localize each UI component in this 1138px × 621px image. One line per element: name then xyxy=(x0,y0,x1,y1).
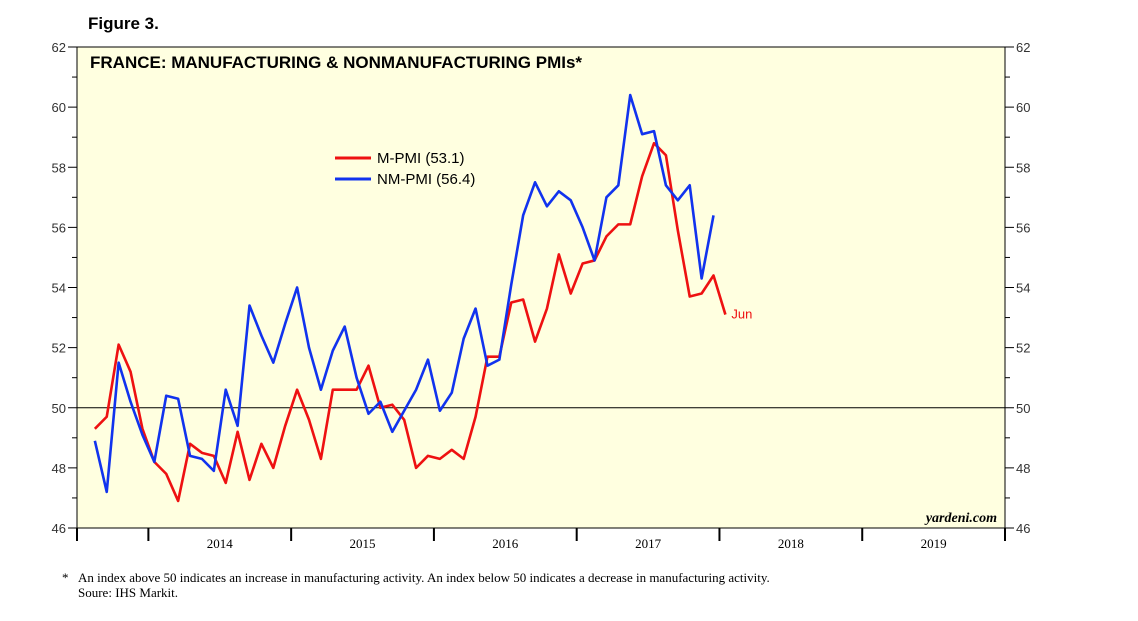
figure-label: Figure 3. xyxy=(88,14,159,33)
y-tick-label-left: 48 xyxy=(52,461,66,476)
legend: M-PMI (53.1) NM-PMI (56.4) xyxy=(335,150,475,188)
y-tick-label-right: 58 xyxy=(1016,160,1030,175)
y-tick-label-right: 52 xyxy=(1016,341,1030,356)
footnote-text: An index above 50 indicates an increase … xyxy=(78,570,770,585)
legend-label-nm-pmi: NM-PMI (56.4) xyxy=(377,171,475,188)
x-tick-label-2014: 2014 xyxy=(207,536,234,551)
y-tick-label-right: 46 xyxy=(1016,521,1030,536)
y-tick-label-right: 56 xyxy=(1016,220,1030,235)
x-tick-label-2018: 2018 xyxy=(778,536,804,551)
y-tick-label-left: 50 xyxy=(52,401,66,416)
y-axis-left: 46 48 50 52 54 56 58 60 62 xyxy=(52,40,77,536)
legend-label-m-pmi: M-PMI (53.1) xyxy=(377,150,465,167)
chart-title: FRANCE: MANUFACTURING & NONMANUFACTURING… xyxy=(90,53,582,72)
y-tick-label-right: 48 xyxy=(1016,461,1030,476)
y-tick-label-left: 46 xyxy=(52,521,66,536)
y-tick-label-left: 58 xyxy=(52,160,66,175)
series-line-m-pmi xyxy=(93,141,727,503)
y-tick-label-right: 50 xyxy=(1016,401,1030,416)
y-tick-label-left: 62 xyxy=(52,40,66,55)
footnote-line: * An index above 50 indicates an increase… xyxy=(62,570,770,585)
pmi-chart: 46 48 50 52 54 56 58 60 62 46 48 50 52 54 56 58 60 62 20… xyxy=(52,40,1031,551)
series-line-nm-pmi xyxy=(93,93,715,494)
y-tick-label-left: 52 xyxy=(52,341,66,356)
footnote-marker: * xyxy=(62,570,69,585)
y-axis-right: 46 48 50 52 54 56 58 60 62 xyxy=(1005,40,1030,536)
plot-area xyxy=(77,47,1005,528)
y-tick-label-left: 56 xyxy=(52,220,66,235)
y-tick-label-left: 54 xyxy=(52,281,66,296)
y-tick-label-right: 60 xyxy=(1016,100,1030,115)
x-tick-label-2017: 2017 xyxy=(635,536,662,551)
brand-watermark: yardeni.com xyxy=(924,511,997,526)
x-axis: 2014 2015 2016 2017 2018 2019 xyxy=(76,528,1006,551)
source-line: Soure: IHS Markit. xyxy=(62,585,770,600)
x-tick-label-2016: 2016 xyxy=(492,536,519,551)
footnotes: * An index above 50 indicates an increase… xyxy=(62,570,770,600)
end-label-jun: Jun xyxy=(731,307,752,322)
source-text: Soure: IHS Markit. xyxy=(78,585,179,600)
y-tick-label-left: 60 xyxy=(52,100,66,115)
y-tick-label-right: 54 xyxy=(1016,281,1030,296)
plot-frame xyxy=(76,46,1006,529)
y-tick-label-right: 62 xyxy=(1016,40,1030,55)
x-tick-label-2019: 2019 xyxy=(921,536,947,551)
x-tick-label-2015: 2015 xyxy=(350,536,376,551)
series-layer xyxy=(93,93,727,503)
